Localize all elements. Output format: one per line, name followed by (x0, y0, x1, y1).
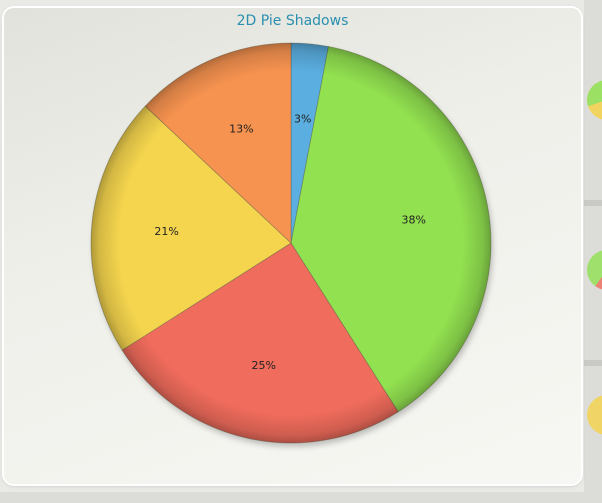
slice-label: 25% (252, 359, 276, 372)
slice-label: 38% (402, 214, 426, 227)
bottom-edge (0, 492, 602, 503)
chart-card: 2D Pie Shadows 3% 38% 25% 21% 13% (4, 8, 581, 484)
pie-rim-shading (91, 43, 491, 443)
adjacent-panel-edge (584, 0, 602, 503)
divider (584, 200, 602, 206)
slice-label: 13% (229, 122, 253, 135)
adjacent-pie-thumbnail[interactable] (587, 250, 602, 290)
adjacent-pie-thumbnail[interactable] (587, 80, 602, 120)
divider (584, 360, 602, 366)
pie-chart: 3% 38% 25% 21% 13% (90, 42, 493, 447)
slice-label: 3% (294, 113, 311, 126)
adjacent-pie-thumbnail[interactable] (587, 395, 602, 435)
slice-label: 21% (154, 225, 178, 238)
chart-title: 2D Pie Shadows (236, 13, 349, 29)
